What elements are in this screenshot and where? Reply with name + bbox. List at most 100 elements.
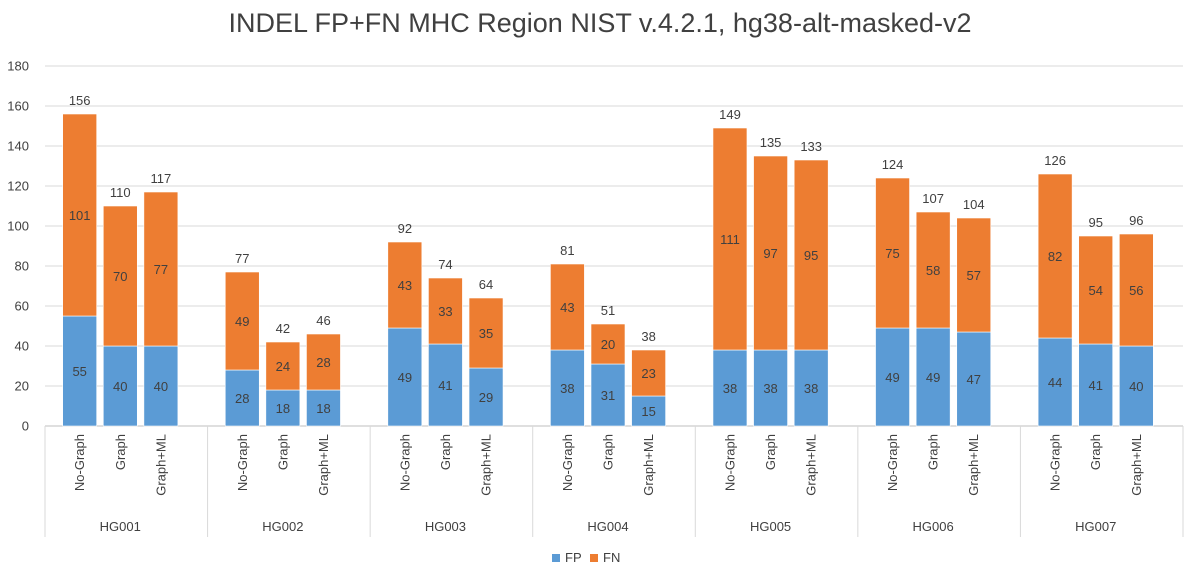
category-label: Graph [926, 434, 941, 470]
category-label: No-Graph [885, 434, 900, 491]
bar-fp [1037, 337, 1073, 427]
bar-fn [631, 349, 666, 397]
bar-fp [428, 343, 463, 427]
bar-fp [1119, 345, 1154, 427]
data-label-fn: 101 [69, 208, 91, 223]
category-label: Graph+ML [641, 434, 656, 496]
y-tick-label: 140 [7, 139, 29, 154]
category-label: Graph [113, 434, 128, 470]
bar-fp [468, 367, 504, 427]
category-label: Graph+ML [804, 434, 819, 496]
bar-fn [875, 177, 910, 329]
group-label: HG002 [262, 519, 303, 534]
data-label-total: 110 [110, 185, 131, 200]
data-label-total: 77 [235, 251, 249, 266]
bar-fn [143, 191, 179, 347]
bar-fn [712, 127, 748, 351]
data-label-total: 74 [438, 257, 452, 272]
bar-fn [468, 297, 504, 369]
data-label-fn: 24 [276, 359, 290, 374]
data-label-fn: 58 [926, 263, 940, 278]
y-tick-label: 180 [7, 59, 29, 74]
data-label-fn: 43 [560, 300, 574, 315]
bar-fn [306, 333, 341, 391]
y-tick-label: 60 [15, 299, 29, 314]
data-label-fp: 49 [926, 370, 940, 385]
data-label-fp: 29 [479, 390, 493, 405]
data-label-total: 51 [601, 303, 615, 318]
bar-fp [224, 369, 260, 427]
category-label: Graph [1088, 434, 1103, 470]
data-label-total: 92 [398, 221, 412, 236]
bar-fn [387, 241, 423, 329]
data-label-total: 104 [963, 197, 985, 212]
group-label: HG001 [100, 519, 141, 534]
y-tick-label: 100 [7, 219, 29, 234]
bar-fn [550, 263, 585, 351]
bar-fp [265, 389, 301, 427]
data-label-fn: 54 [1088, 283, 1102, 298]
data-label-fp: 38 [804, 381, 818, 396]
data-label-fp: 18 [316, 401, 330, 416]
bar-fp [753, 349, 788, 427]
category-label: Graph [763, 434, 778, 470]
data-label-total: 64 [479, 277, 493, 292]
y-tick-label: 160 [7, 99, 29, 114]
data-label-fp: 40 [154, 379, 168, 394]
bar-fn [265, 341, 301, 391]
data-label-total: 156 [69, 93, 91, 108]
legend-swatch-fp [552, 554, 560, 562]
bar-fp [143, 345, 179, 427]
bar-fp [956, 331, 992, 427]
category-label: No-Graph [72, 434, 87, 491]
legend-label-fn: FN [603, 550, 620, 565]
bar-fp [550, 349, 585, 427]
data-label-fp: 38 [763, 381, 777, 396]
bar-fp [62, 315, 97, 427]
data-label-fp: 55 [72, 364, 86, 379]
bar-fp [915, 327, 951, 427]
data-label-fp: 49 [885, 370, 899, 385]
data-label-fn: 35 [479, 326, 493, 341]
data-label-fp: 47 [967, 372, 981, 387]
bar-fp [1078, 343, 1114, 427]
data-label-fn: 70 [113, 269, 127, 284]
category-label: No-Graph [397, 434, 412, 491]
category-label: No-Graph [235, 434, 250, 491]
group-label: HG003 [425, 519, 466, 534]
y-tick-label: 80 [15, 259, 29, 274]
bar-fn [102, 205, 138, 347]
bar-fn [793, 159, 829, 351]
data-label-fn: 75 [885, 246, 899, 261]
data-label-fn: 57 [967, 268, 981, 283]
group-label: HG007 [1075, 519, 1116, 534]
category-label: Graph [275, 434, 290, 470]
data-label-total: 126 [1044, 153, 1066, 168]
y-tick-label: 0 [22, 419, 29, 434]
bar-fp [631, 395, 666, 427]
group-label: HG004 [587, 519, 628, 534]
data-label-fn: 28 [316, 355, 330, 370]
data-label-total: 107 [922, 191, 944, 206]
data-label-total: 46 [316, 313, 330, 328]
chart-title: INDEL FP+FN MHC Region NIST v.4.2.1, hg3… [228, 8, 972, 38]
bar-fn [428, 277, 463, 345]
data-label-fp: 41 [438, 378, 452, 393]
data-label-fp: 28 [235, 391, 249, 406]
data-label-fn: 95 [804, 248, 818, 263]
data-label-fp: 18 [276, 401, 290, 416]
data-label-fn: 49 [235, 314, 249, 329]
bar-fp [590, 363, 626, 427]
data-label-total: 117 [151, 171, 172, 186]
bar-fn [590, 323, 626, 365]
bar-fp [712, 349, 748, 427]
data-label-fn: 33 [438, 304, 452, 319]
data-label-fn: 43 [398, 278, 412, 293]
data-label-total: 38 [641, 329, 655, 344]
bar-fp [875, 327, 910, 427]
category-label: Graph [438, 434, 453, 470]
y-tick-label: 20 [15, 379, 29, 394]
category-label: Graph+ML [153, 434, 168, 496]
legend-label-fp: FP [565, 550, 582, 565]
data-label-total: 149 [719, 107, 741, 122]
